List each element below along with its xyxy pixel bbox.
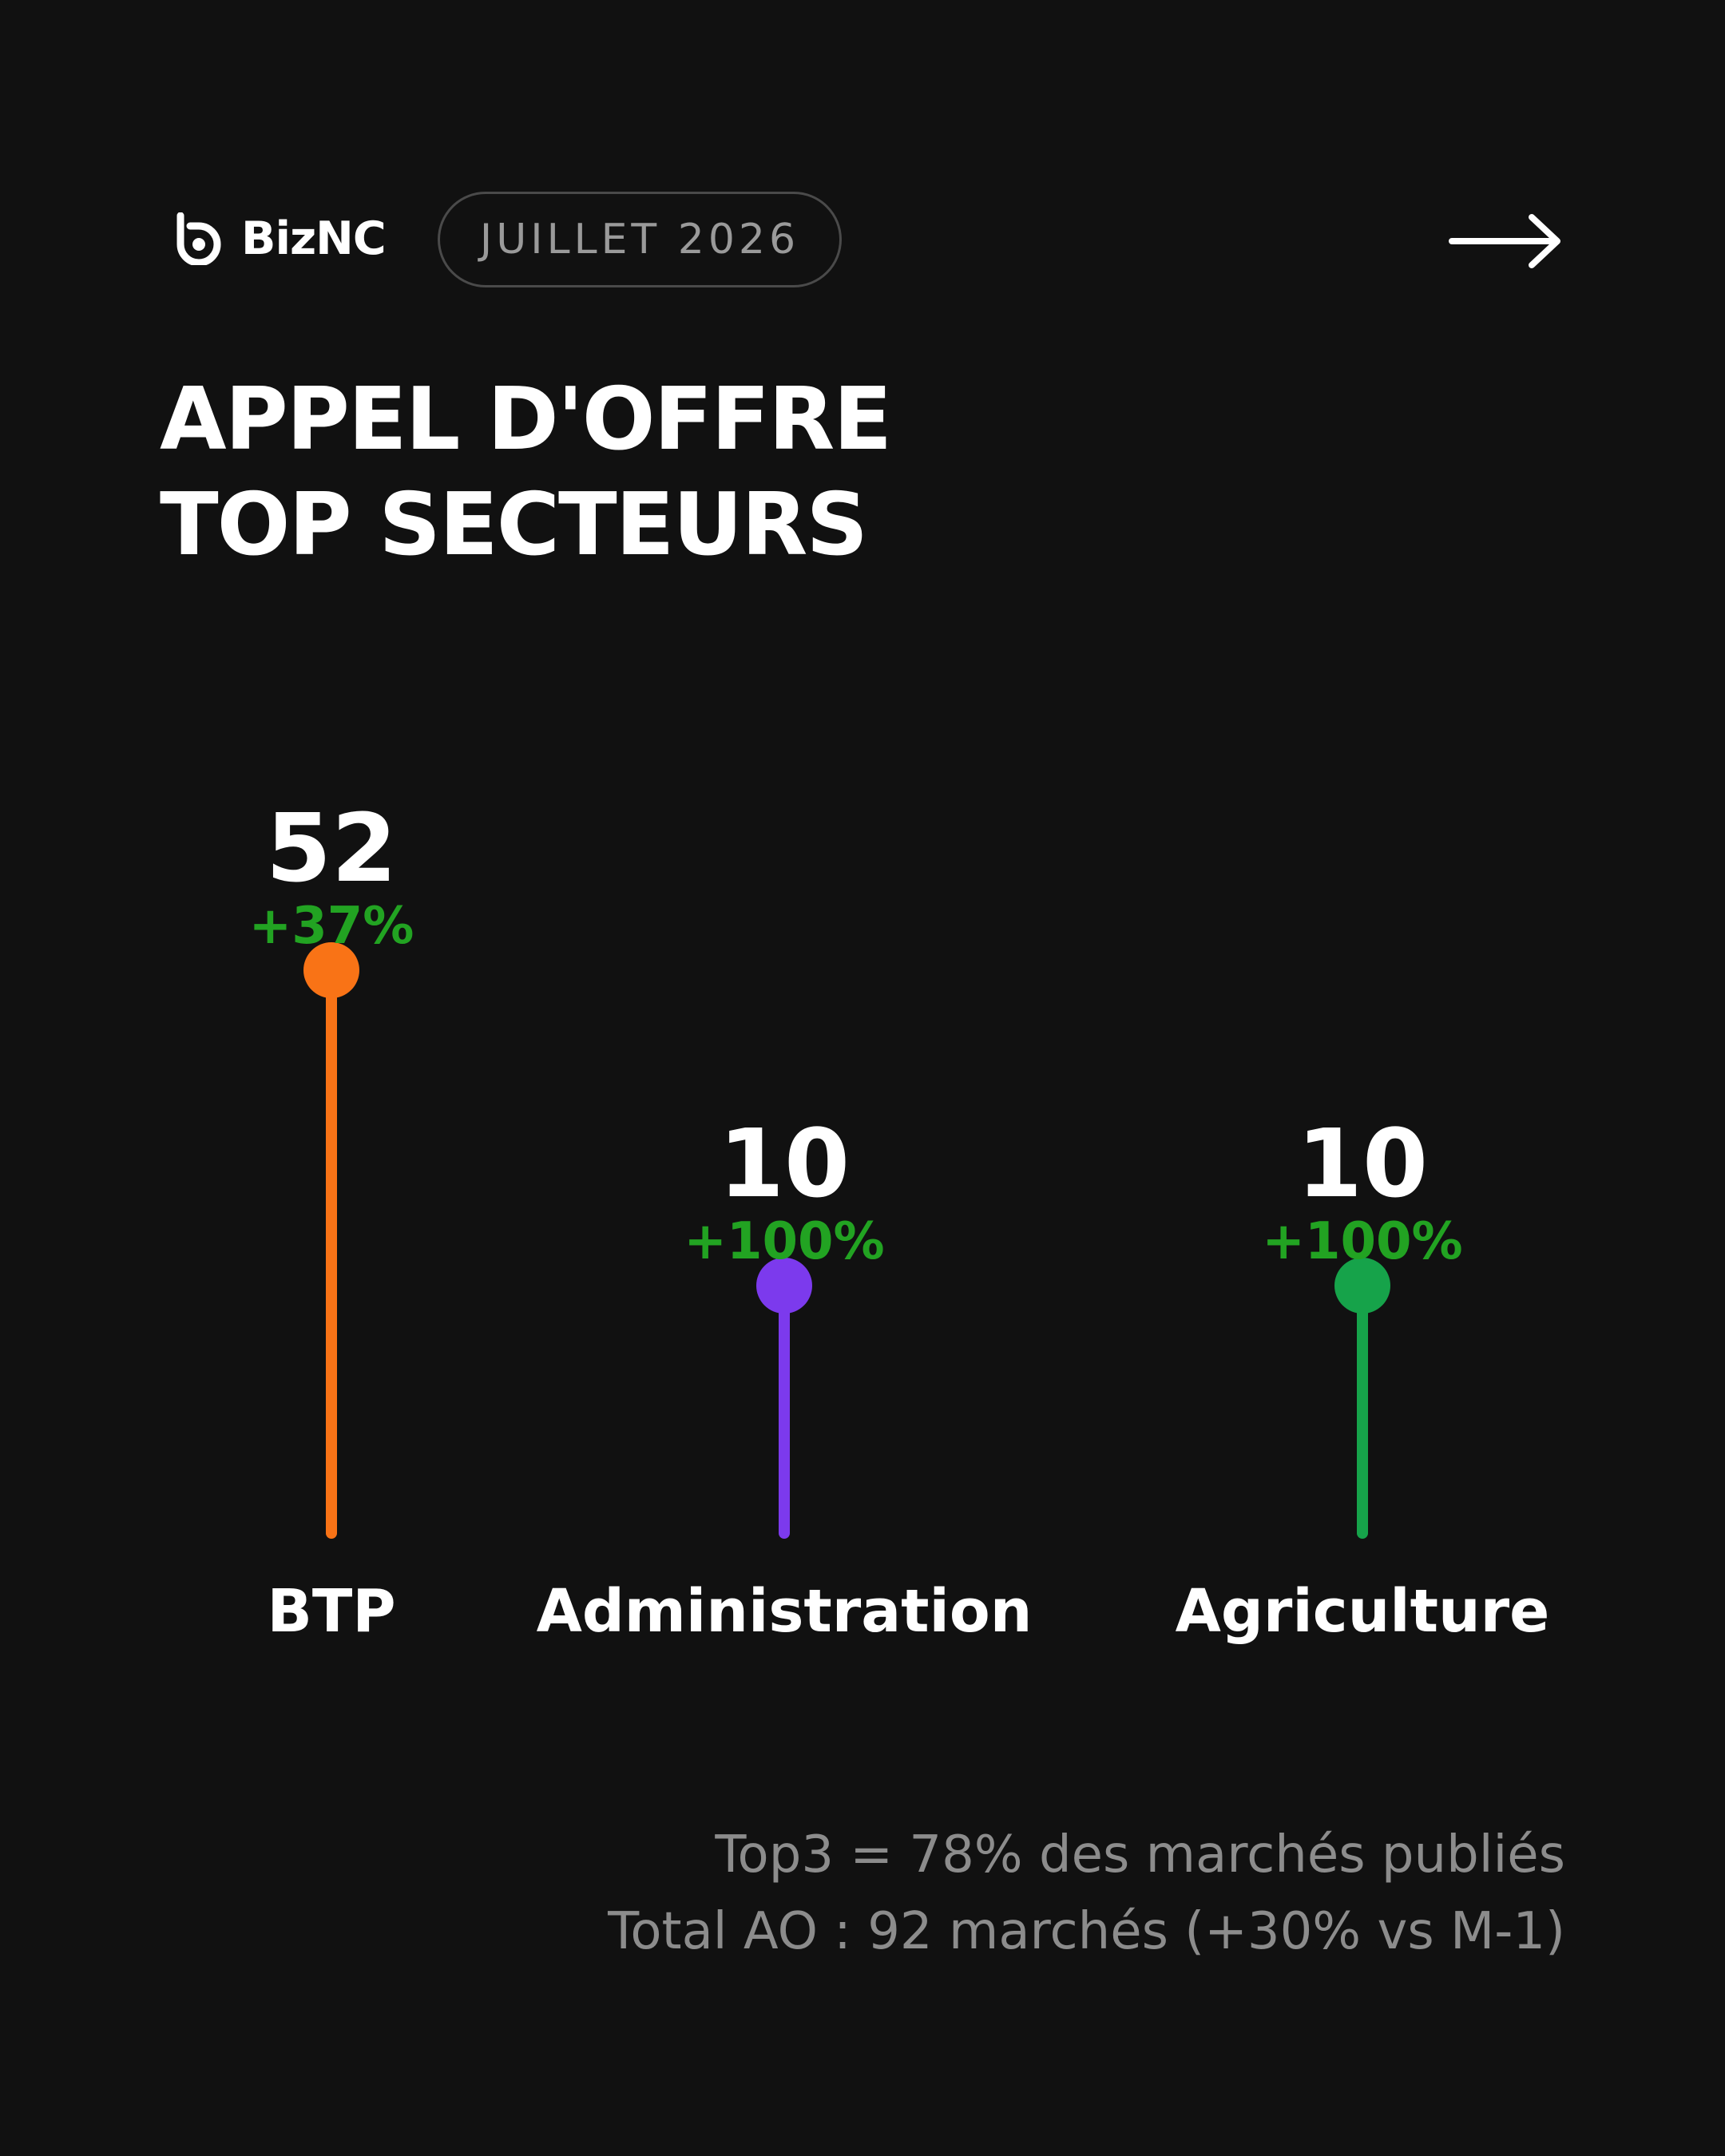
change-label-2: +100% bbox=[1262, 1212, 1462, 1271]
value-label-2: 10 bbox=[1297, 1108, 1428, 1219]
category-label-1: Administration bbox=[537, 1577, 1033, 1646]
summary-top3: Top3 = 78% des marchés publiés bbox=[715, 1825, 1565, 1885]
summary-total: Total AO : 92 marchés (+30% vs M-1) bbox=[608, 1902, 1565, 1961]
change-label-0: +37% bbox=[249, 897, 414, 956]
page-title: APPEL D'OFFRE TOP SECTEURS bbox=[160, 367, 892, 578]
summary: Top3 = 78% des marchés publiés Total AO … bbox=[608, 1817, 1565, 1970]
lollipop-chart: +37%52BTP+100%10Administration+100%10Agr… bbox=[249, 793, 1550, 1646]
category-label-2: Agriculture bbox=[1176, 1577, 1550, 1646]
period-badge: JUILLET 2026 bbox=[438, 192, 842, 287]
title-line-2: TOP SECTEURS bbox=[160, 475, 868, 575]
bar-dot-2 bbox=[1334, 1258, 1390, 1314]
value-label-0: 52 bbox=[266, 793, 397, 903]
b-logo-icon bbox=[176, 212, 221, 265]
value-label-1: 10 bbox=[719, 1108, 850, 1219]
brand: BizNC bbox=[172, 212, 387, 265]
brand-name: BizNC bbox=[241, 212, 387, 265]
arrow-right-icon[interactable] bbox=[1445, 209, 1565, 273]
change-label-1: +100% bbox=[684, 1212, 884, 1271]
bar-dot-0 bbox=[303, 942, 359, 998]
title-line-1: APPEL D'OFFRE bbox=[160, 370, 892, 470]
bar-dot-1 bbox=[756, 1258, 812, 1314]
category-label-0: BTP bbox=[267, 1577, 395, 1646]
